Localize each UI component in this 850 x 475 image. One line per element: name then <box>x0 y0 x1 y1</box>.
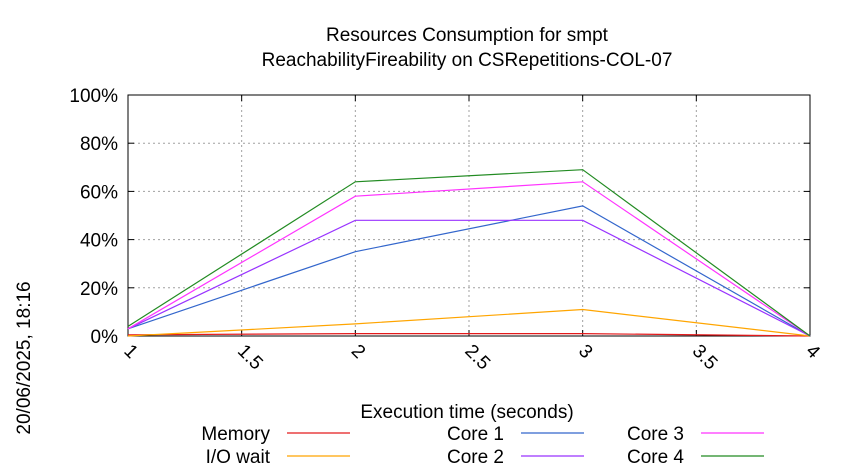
x-tick-label: 3 <box>574 341 596 363</box>
legend-label-core-4: Core 4 <box>627 447 684 468</box>
y-tick-label: 20% <box>80 279 118 300</box>
legend-label-core-3: Core 3 <box>627 424 684 445</box>
chart-subtitle: ReachabilityFireability on CSRepetitions… <box>262 50 673 71</box>
y-tick-label: 100% <box>69 86 118 107</box>
y-tick-label: 0% <box>91 327 119 348</box>
series-line-memory <box>127 333 811 337</box>
series-line-i-o-wait <box>127 308 811 337</box>
x-axis: 1 1.5 2 2.5 3 3.5 4 <box>119 95 824 374</box>
x-tick-label: 2 <box>347 341 369 363</box>
legend-label-core-1: Core 1 <box>447 424 504 445</box>
grid <box>128 95 810 336</box>
y-tick-label: 60% <box>80 182 118 203</box>
legend-label-i-o-wait: I/O wait <box>206 447 271 468</box>
series-lines <box>127 169 811 337</box>
x-tick-label: 4 <box>801 341 824 364</box>
x-tick-label: 3.5 <box>688 341 722 375</box>
x-tick-label: 1 <box>119 341 141 363</box>
chart-title: Resources Consumption for smpt <box>326 25 609 46</box>
side-timestamp-label: 20/06/2025, 18:16 <box>14 281 35 434</box>
legend-label-core-2: Core 2 <box>447 447 504 468</box>
series-line-core-2 <box>127 219 811 337</box>
series-line-core-4 <box>127 169 811 337</box>
y-tick-label: 80% <box>80 134 118 155</box>
y-axis: 0% 20% 40% 60% 80% 100% <box>69 86 810 348</box>
x-tick-label: 2.5 <box>460 341 494 375</box>
series-line-core-1 <box>127 205 811 337</box>
x-axis-label: Execution time (seconds) <box>360 402 573 423</box>
y-tick-label: 40% <box>80 231 118 252</box>
x-tick-label: 1.5 <box>233 341 267 375</box>
legend-label-memory: Memory <box>201 424 270 445</box>
series-line-core-3 <box>127 181 811 337</box>
